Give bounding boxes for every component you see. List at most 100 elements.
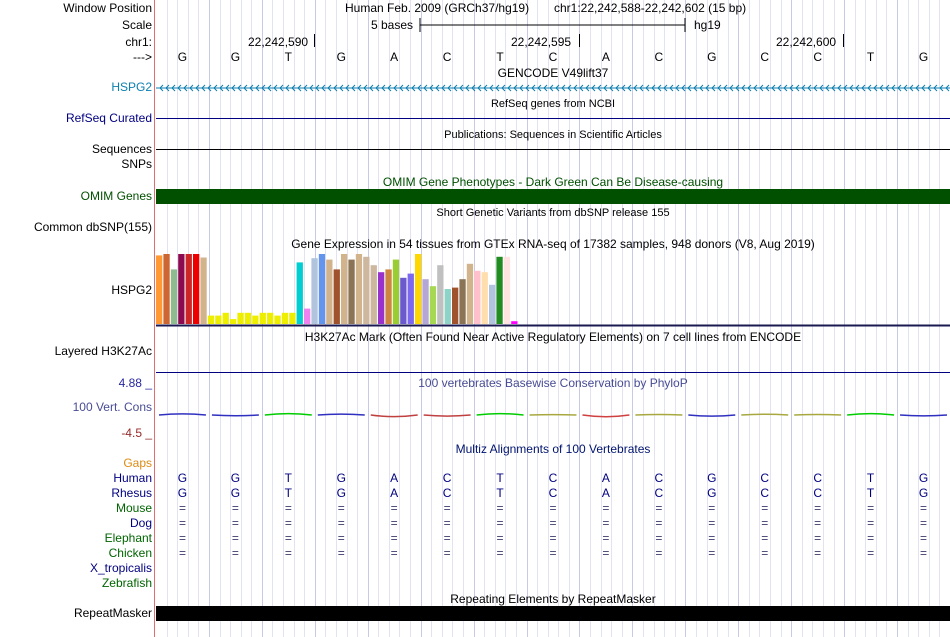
gaps-label[interactable]: Gaps — [123, 456, 152, 470]
multiz-species-label[interactable]: Chicken — [108, 546, 152, 560]
omim-gene-bar[interactable] — [156, 189, 950, 204]
gtex-tissue-bar[interactable] — [355, 254, 363, 324]
gtex-tissue-bar[interactable] — [385, 269, 392, 324]
gtex-tissue-bar[interactable] — [437, 265, 444, 324]
strand-chevron — [333, 84, 338, 92]
gtex-tissue-bar[interactable] — [296, 262, 303, 324]
phylop-score-mark[interactable] — [476, 412, 524, 416]
strand-chevron — [615, 84, 620, 92]
refseq-gene-line[interactable] — [156, 118, 950, 119]
strand-chevron — [249, 84, 254, 92]
gtex-tissue-bar[interactable] — [407, 273, 414, 324]
gtex-tissue-bar[interactable] — [289, 312, 296, 324]
gtex-tissue-bar[interactable] — [163, 254, 170, 324]
repeatmasker-label[interactable]: RepeatMasker — [73, 606, 152, 620]
snps-label[interactable]: SNPs — [121, 157, 152, 171]
gtex-tissue-bar[interactable] — [311, 258, 318, 324]
gtex-tissue-bar[interactable] — [452, 287, 459, 324]
gtex-tissue-bar[interactable] — [178, 254, 185, 324]
gtex-tissue-bar[interactable] — [274, 315, 281, 324]
gtex-tissue-bar[interactable] — [429, 286, 437, 324]
phylop-score-mark[interactable] — [900, 414, 948, 417]
gtex-tissue-bar[interactable] — [326, 259, 333, 324]
gtex-tissue-bar[interactable] — [215, 315, 222, 324]
multiz-base: = — [231, 546, 239, 560]
gtex-tissue-bar[interactable] — [392, 259, 400, 324]
phylop-score-mark[interactable] — [317, 413, 365, 416]
gtex-tissue-bar[interactable] — [511, 321, 518, 324]
phylop-label[interactable]: 100 Vert. Cons — [72, 400, 152, 414]
gtex-tissue-bar[interactable] — [400, 277, 407, 324]
multiz-species-label[interactable]: Dog — [129, 516, 152, 530]
gtex-tissue-bar[interactable] — [481, 272, 488, 324]
gtex-tissue-bar[interactable] — [318, 254, 326, 324]
gtex-tissue-bar[interactable] — [341, 254, 348, 324]
gtex-tissue-bar[interactable] — [222, 312, 229, 324]
gtex-tissue-bar[interactable] — [333, 269, 340, 324]
strand-chevron — [405, 84, 410, 92]
gtex-tissue-bar[interactable] — [200, 257, 207, 325]
strand-chevron — [597, 84, 602, 92]
publications-label[interactable]: Sequences — [91, 142, 152, 156]
gtex-chart[interactable] — [156, 251, 950, 327]
gtex-tissue-bar[interactable] — [422, 279, 429, 324]
gtex-tissue-bar[interactable] — [156, 255, 163, 324]
gtex-label[interactable]: HSPG2 — [111, 283, 152, 297]
multiz-species-label[interactable]: Zebrafish — [101, 576, 152, 590]
sequence-base: T — [496, 50, 504, 64]
phylop-score-mark[interactable] — [264, 412, 312, 416]
publications-line[interactable] — [156, 149, 950, 150]
gtex-tissue-bar[interactable] — [489, 284, 496, 324]
refseq-label[interactable]: RefSeq Curated — [65, 111, 152, 125]
multiz-species-label[interactable]: Human — [113, 471, 152, 485]
gtex-tissue-bar[interactable] — [474, 270, 481, 324]
gtex-tissue-bar[interactable] — [259, 312, 266, 324]
phylop-score-mark[interactable] — [635, 413, 683, 416]
gtex-tissue-bar[interactable] — [348, 259, 355, 324]
gtex-tissue-bar[interactable] — [444, 289, 451, 324]
strand-chevron — [165, 84, 170, 92]
multiz-species-label[interactable]: Elephant — [104, 531, 152, 545]
gtex-tissue-bar[interactable] — [415, 254, 422, 324]
gtex-tissue-bar[interactable] — [193, 254, 200, 324]
gtex-tissue-bar[interactable] — [207, 315, 215, 324]
gtex-tissue-bar[interactable] — [267, 312, 274, 324]
gtex-tissue-bar[interactable] — [496, 256, 503, 324]
gtex-tissue-bar[interactable] — [252, 315, 259, 324]
position-label[interactable]: chr1:22,242,588-22,242,602 (15 bp) — [554, 1, 747, 15]
strand-chevron — [315, 84, 320, 92]
dbsnp-label[interactable]: Common dbSNP(155) — [33, 220, 152, 234]
gtex-tissue-bar[interactable] — [185, 254, 192, 324]
gtex-tissue-bar[interactable] — [237, 312, 244, 324]
scale-label: Scale — [121, 18, 152, 32]
gtex-tissue-bar[interactable] — [304, 308, 311, 324]
phylop-score-mark[interactable] — [688, 414, 736, 417]
phylop-score-mark[interactable] — [847, 412, 895, 416]
gencode-label[interactable]: HSPG2 — [111, 80, 152, 94]
gtex-tissue-bar[interactable] — [503, 256, 511, 324]
multiz-species-label[interactable]: Rhesus — [111, 486, 152, 500]
gtex-tissue-bar[interactable] — [370, 265, 377, 324]
phylop-score-mark[interactable] — [423, 414, 471, 417]
phylop-score-mark[interactable] — [582, 414, 630, 418]
gtex-tissue-bar[interactable] — [281, 312, 289, 324]
phylop-score-mark[interactable] — [211, 414, 259, 417]
multiz-species-label[interactable]: Mouse — [115, 501, 152, 515]
gtex-tissue-bar[interactable] — [244, 312, 252, 324]
gencode-gene-hspg2[interactable] — [156, 81, 950, 95]
gtex-tissue-bar[interactable] — [363, 256, 370, 324]
repeatmasker-bar[interactable] — [156, 606, 950, 621]
h3k27ac-label[interactable]: Layered H3K27Ac — [54, 344, 152, 358]
phylop-score-mark[interactable] — [741, 413, 789, 416]
gtex-tissue-bar[interactable] — [466, 263, 474, 324]
gtex-tissue-bar[interactable] — [230, 319, 237, 324]
phylop-score-mark[interactable] — [158, 413, 207, 416]
phylop-score-mark[interactable] — [794, 413, 842, 416]
gtex-tissue-bar[interactable] — [459, 279, 466, 324]
multiz-species-label[interactable]: X_tropicalis — [89, 561, 152, 575]
phylop-chart[interactable] — [156, 405, 950, 425]
gtex-tissue-bar[interactable] — [170, 269, 178, 324]
omim-label[interactable]: OMIM Genes — [80, 189, 152, 203]
phylop-score-mark[interactable] — [370, 414, 418, 418]
gtex-tissue-bar[interactable] — [378, 272, 385, 324]
